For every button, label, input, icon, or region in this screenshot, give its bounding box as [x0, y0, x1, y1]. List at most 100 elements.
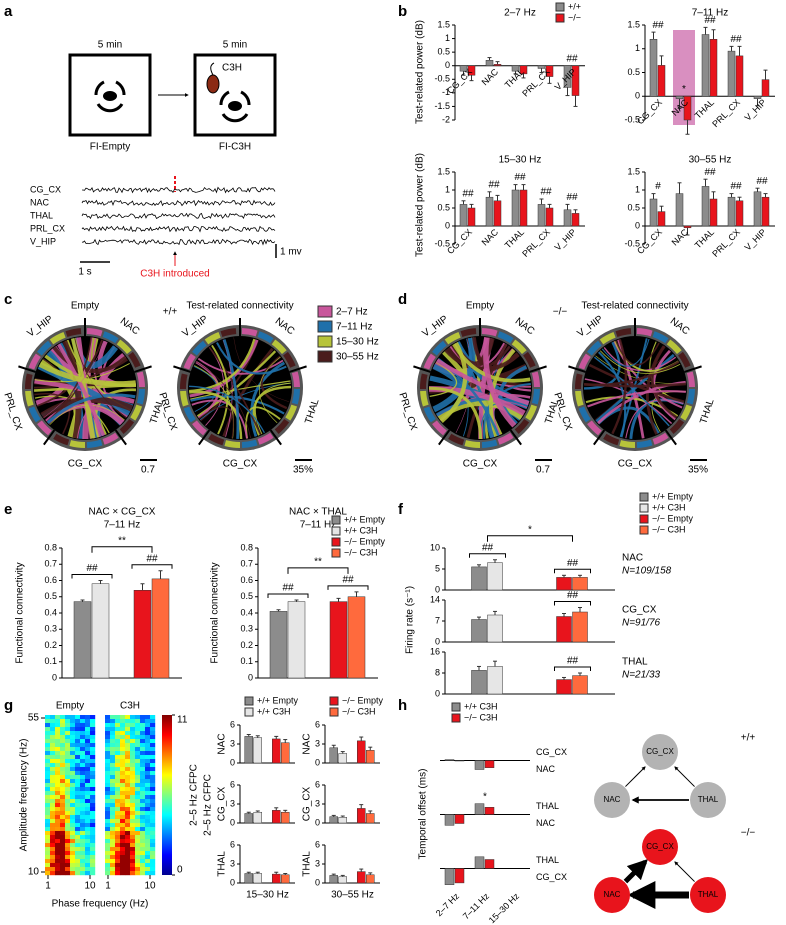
heatmap-cell [140, 715, 146, 720]
band-arc [28, 406, 41, 423]
bar [253, 811, 262, 824]
heatmap-cell [90, 799, 96, 804]
heatmap-cell [135, 723, 141, 728]
heatmap-cell [45, 815, 51, 820]
heatmap-cell [75, 727, 81, 732]
x-tick-label: 2–7 Hz [434, 891, 462, 919]
band-arc [432, 420, 447, 436]
heatmap-cell [110, 863, 116, 868]
heatmap-cell [85, 715, 91, 720]
heatmap-cell [60, 723, 66, 728]
band-arc [578, 406, 591, 423]
heatmap-cell [120, 795, 126, 800]
heatmap-cell [110, 795, 116, 800]
heatmap-cell [120, 787, 126, 792]
heatmap-cell [150, 759, 156, 764]
heatmap-cell [70, 735, 76, 740]
x-tick-label: 1 [105, 881, 111, 892]
heatmap-cell [60, 803, 66, 808]
heatmap-cell [90, 727, 96, 732]
pair-label: NAC [536, 764, 556, 774]
heatmap-cell [55, 807, 61, 812]
y-tick-label: 3 [315, 738, 320, 748]
band-arc [102, 432, 119, 445]
heatmap-cell [75, 719, 81, 724]
heatmap-cell [90, 867, 96, 872]
heatmap-cell [145, 735, 151, 740]
heatmap-cell [110, 835, 116, 840]
heatmap-cell [125, 867, 131, 872]
heatmap-cell [90, 731, 96, 736]
heatmap-cell [55, 867, 61, 872]
y-tick-label: 0 [445, 220, 450, 230]
legend-label: +/+ C3H [344, 525, 378, 535]
heatmap-cell [140, 759, 146, 764]
heatmap-cell [120, 823, 126, 828]
heatmap-cell [75, 855, 81, 860]
heatmap-cell [85, 763, 91, 768]
heatmap-cell [140, 827, 146, 832]
heatmap-cell [75, 807, 81, 812]
heatmap-cell [70, 831, 76, 836]
x-tick-label: 10 [84, 881, 96, 892]
row-label: THAL [622, 657, 648, 668]
heatmap-cell [105, 775, 111, 780]
heatmap-cell [140, 783, 146, 788]
heatmap-cell [110, 811, 116, 816]
chart-title: 30–55 Hz [689, 155, 732, 166]
heatmap-cell [140, 819, 146, 824]
significance: ## [86, 563, 98, 574]
heatmap-cell [65, 747, 71, 752]
y-tick-label: 0.5 [44, 591, 57, 601]
bar [133, 590, 152, 679]
heatmap-cell [75, 751, 81, 756]
heatmap-cell [65, 859, 71, 864]
y-tick-label: 10 [430, 542, 440, 552]
heatmap-cell [45, 731, 51, 736]
heatmap-cell [45, 855, 51, 860]
heatmap-cell [150, 779, 156, 784]
heatmap-cell [55, 871, 61, 876]
heatmap-cell [115, 743, 121, 748]
heatmap-cell [45, 847, 51, 852]
heatmap-cell [150, 807, 156, 812]
heatmap-cell [80, 747, 86, 752]
heatmap-cell [85, 723, 91, 728]
heatmap-cell [115, 855, 121, 860]
heatmap-cell [120, 839, 126, 844]
heatmap-cell [130, 831, 136, 836]
heatmap-cell [150, 743, 156, 748]
heatmap-cell [50, 727, 56, 732]
heatmap-cell [130, 767, 136, 772]
legend-swatch [331, 526, 341, 536]
bar [735, 55, 744, 97]
heatmap-cell [50, 815, 56, 820]
band-arc [615, 328, 632, 337]
bracket [91, 546, 153, 553]
heatmap-cell [105, 719, 111, 724]
x-tick-label: THAL [503, 227, 526, 250]
chord [260, 355, 288, 410]
bar [675, 193, 684, 227]
heatmap-cell [60, 751, 66, 756]
bar [484, 859, 495, 869]
heatmap-cell [45, 803, 51, 808]
bar [761, 196, 770, 227]
heatmap-cell [120, 847, 126, 852]
y-label: CG_CX [217, 786, 228, 821]
heatmap-cell [70, 851, 76, 856]
heatmap-cell [125, 783, 131, 788]
heatmap-cell [140, 747, 146, 752]
bar [91, 583, 110, 679]
heatmap-cell [55, 843, 61, 848]
heatmap-cell [55, 715, 61, 720]
heatmap-cell [80, 723, 86, 728]
heatmap-cell [105, 815, 111, 820]
band-arc [192, 420, 207, 436]
heatmap-cell [130, 779, 136, 784]
heatmap-cell [55, 719, 61, 724]
heatmap-cell [125, 743, 131, 748]
heatmap-cell [135, 763, 141, 768]
heatmap-cell [55, 835, 61, 840]
heatmap-cell [65, 751, 71, 756]
